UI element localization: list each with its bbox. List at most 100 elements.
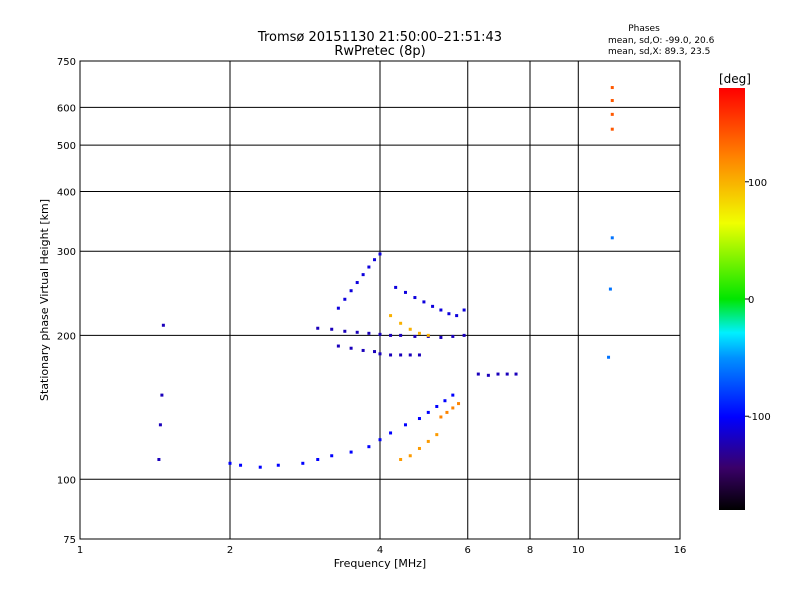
data-point: [161, 323, 165, 327]
data-point: [378, 352, 382, 356]
data-point: [451, 393, 455, 397]
data-point: [343, 297, 347, 301]
data-point: [426, 439, 430, 443]
colorbar-tick-label: -100: [748, 412, 771, 423]
colorbar-tick-label: 0: [748, 295, 754, 306]
data-point: [276, 463, 280, 467]
data-point: [431, 304, 435, 308]
data-point: [389, 314, 393, 318]
data-point: [336, 344, 340, 348]
y-tick-label: 300: [57, 247, 76, 258]
data-point: [343, 329, 347, 333]
data-point: [330, 454, 334, 458]
y-tick-label: 75: [63, 535, 76, 546]
data-point: [422, 300, 426, 304]
data-point: [426, 410, 430, 414]
chart-title: Tromsø 20151130 21:50:00–21:51:43: [257, 30, 502, 45]
data-point: [361, 273, 365, 277]
data-point: [378, 438, 382, 442]
data-point: [457, 402, 461, 406]
phase-stats-x: mean, sd,X: 89.3, 23.5: [608, 47, 710, 57]
data-point: [157, 457, 161, 461]
data-point: [486, 373, 490, 377]
data-point: [610, 236, 614, 240]
data-point: [496, 372, 500, 376]
data-point: [447, 312, 451, 316]
x-tick-label: 1: [77, 545, 83, 556]
y-tick-label: 500: [57, 141, 76, 152]
x-tick-label: 8: [527, 545, 533, 556]
data-points: [157, 86, 614, 469]
colorbar-label: [deg]: [719, 72, 751, 86]
y-tick-label: 100: [57, 475, 76, 486]
y-axis-label: Stationary phase Virtual Height [km]: [38, 199, 51, 401]
data-point: [417, 417, 421, 421]
data-point: [610, 112, 614, 116]
data-point: [413, 334, 417, 338]
data-point: [610, 99, 614, 103]
colorbar: [719, 88, 745, 510]
chart-subtitle: RwPretec (8p): [334, 44, 425, 59]
data-point: [413, 296, 417, 300]
data-point: [367, 331, 371, 335]
data-point: [330, 327, 334, 331]
data-point: [389, 353, 393, 357]
data-point: [399, 333, 403, 337]
data-point: [399, 457, 403, 461]
data-point: [349, 450, 353, 454]
data-point: [443, 399, 447, 403]
phase-stats-heading: Phases: [628, 24, 660, 34]
data-point: [514, 372, 518, 376]
data-point: [403, 290, 407, 294]
data-point: [258, 465, 262, 469]
data-point: [608, 287, 612, 291]
data-point: [607, 355, 611, 359]
data-point: [417, 446, 421, 450]
data-point: [316, 326, 320, 330]
data-point: [355, 330, 359, 334]
data-point: [394, 285, 398, 289]
data-point: [389, 333, 393, 337]
x-tick-label: 2: [227, 545, 233, 556]
colorbar-tick-label: 100: [748, 178, 767, 189]
data-point: [349, 289, 353, 293]
data-point: [439, 308, 443, 312]
data-point: [399, 353, 403, 357]
data-point: [610, 86, 614, 90]
axis-ticks: 1 2 4 6 8 10 16 75 100 200 300 400 500 600 750: [57, 57, 686, 556]
data-point: [399, 321, 403, 325]
x-tick-label: 16: [674, 545, 687, 556]
data-point: [336, 306, 340, 310]
data-point: [239, 463, 243, 467]
data-point: [361, 348, 365, 352]
data-point: [476, 372, 480, 376]
data-point: [462, 308, 466, 312]
data-point: [435, 404, 439, 408]
data-point: [408, 353, 412, 357]
data-point: [316, 457, 320, 461]
data-point: [439, 415, 443, 419]
data-point: [301, 461, 305, 465]
data-point: [349, 346, 353, 350]
data-point: [451, 406, 455, 410]
data-point: [505, 372, 509, 376]
data-point: [367, 265, 371, 269]
data-point: [373, 258, 377, 262]
x-tick-label: 4: [377, 545, 383, 556]
x-axis-label: Frequency [MHz]: [334, 557, 426, 570]
data-point: [378, 252, 382, 256]
data-point: [373, 350, 377, 354]
y-tick-label: 200: [57, 331, 76, 342]
data-point: [389, 431, 393, 435]
data-point: [455, 314, 459, 318]
data-point: [158, 423, 162, 427]
grid-lines: [80, 61, 680, 539]
data-point: [462, 333, 466, 337]
data-point: [408, 327, 412, 331]
data-point: [445, 410, 449, 414]
data-point: [228, 461, 232, 465]
data-point: [403, 423, 407, 427]
data-point: [408, 454, 412, 458]
data-point: [160, 393, 164, 397]
